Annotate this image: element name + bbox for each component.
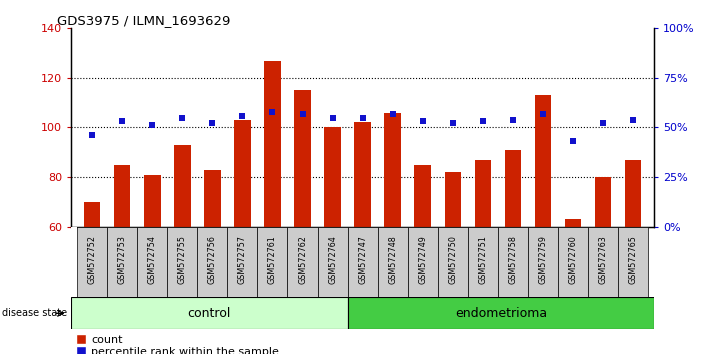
Bar xyxy=(474,160,491,227)
Text: GSM572764: GSM572764 xyxy=(328,235,337,284)
Bar xyxy=(558,227,588,297)
Bar xyxy=(198,227,228,297)
Text: GSM572747: GSM572747 xyxy=(358,235,367,284)
Bar xyxy=(378,227,407,297)
Bar xyxy=(204,170,220,227)
Point xyxy=(296,111,308,116)
Text: GSM572753: GSM572753 xyxy=(118,235,127,284)
Text: control: control xyxy=(188,307,231,320)
Text: GSM572755: GSM572755 xyxy=(178,235,187,284)
Text: GSM572760: GSM572760 xyxy=(569,235,577,284)
Point xyxy=(567,138,579,144)
Bar xyxy=(71,227,77,297)
Bar xyxy=(318,227,348,297)
Bar xyxy=(144,175,161,227)
Bar xyxy=(114,165,130,227)
Bar xyxy=(528,227,558,297)
Point xyxy=(207,121,218,126)
Bar xyxy=(595,177,611,227)
Point xyxy=(87,132,98,138)
Text: disease state: disease state xyxy=(2,308,68,318)
Point xyxy=(477,119,488,124)
Text: GSM572762: GSM572762 xyxy=(298,235,307,284)
Bar xyxy=(234,120,251,227)
Text: GSM572754: GSM572754 xyxy=(148,235,156,284)
Point xyxy=(237,113,248,118)
Text: GSM572757: GSM572757 xyxy=(238,235,247,284)
Text: GSM572765: GSM572765 xyxy=(629,235,638,284)
Bar xyxy=(505,150,521,227)
Point xyxy=(267,109,278,114)
Text: GSM572751: GSM572751 xyxy=(479,235,487,284)
Bar xyxy=(407,227,438,297)
Bar xyxy=(287,227,318,297)
Point xyxy=(327,115,338,120)
Bar xyxy=(565,219,582,227)
Text: GSM572750: GSM572750 xyxy=(448,235,457,284)
Point xyxy=(387,111,398,116)
Point xyxy=(146,122,158,128)
Bar xyxy=(415,165,431,227)
Bar xyxy=(264,61,281,227)
Text: GSM572759: GSM572759 xyxy=(538,235,547,284)
Bar xyxy=(294,90,311,227)
Bar xyxy=(348,227,378,297)
Bar xyxy=(354,122,371,227)
Bar xyxy=(625,160,641,227)
Bar xyxy=(174,145,191,227)
Text: GSM572752: GSM572752 xyxy=(87,235,97,284)
Bar xyxy=(444,172,461,227)
Point xyxy=(597,121,609,126)
Bar xyxy=(84,202,100,227)
Legend: count, percentile rank within the sample: count, percentile rank within the sample xyxy=(77,335,279,354)
Bar xyxy=(385,113,401,227)
Bar xyxy=(167,227,198,297)
Bar xyxy=(438,227,468,297)
Bar xyxy=(468,227,498,297)
Point xyxy=(507,117,518,122)
Point xyxy=(417,119,429,124)
Text: GDS3975 / ILMN_1693629: GDS3975 / ILMN_1693629 xyxy=(57,14,230,27)
Bar xyxy=(71,297,348,329)
Text: GSM572758: GSM572758 xyxy=(508,235,518,284)
Bar xyxy=(535,95,551,227)
Bar xyxy=(107,227,137,297)
Bar xyxy=(137,227,167,297)
Text: GSM572763: GSM572763 xyxy=(599,235,607,284)
Text: GSM572761: GSM572761 xyxy=(268,235,277,284)
Bar xyxy=(498,227,528,297)
Bar xyxy=(588,227,618,297)
Bar xyxy=(257,227,287,297)
Bar xyxy=(77,227,107,297)
Bar xyxy=(228,227,257,297)
Bar xyxy=(618,227,648,297)
Bar xyxy=(324,127,341,227)
Text: GSM572756: GSM572756 xyxy=(208,235,217,284)
Point xyxy=(357,115,368,120)
Text: endometrioma: endometrioma xyxy=(455,307,547,320)
Bar xyxy=(348,297,654,329)
Point xyxy=(627,117,638,122)
Point xyxy=(117,119,128,124)
Text: GSM572749: GSM572749 xyxy=(418,235,427,284)
Point xyxy=(176,115,188,120)
Point xyxy=(538,111,549,116)
Text: GSM572748: GSM572748 xyxy=(388,235,397,284)
Point xyxy=(447,121,459,126)
